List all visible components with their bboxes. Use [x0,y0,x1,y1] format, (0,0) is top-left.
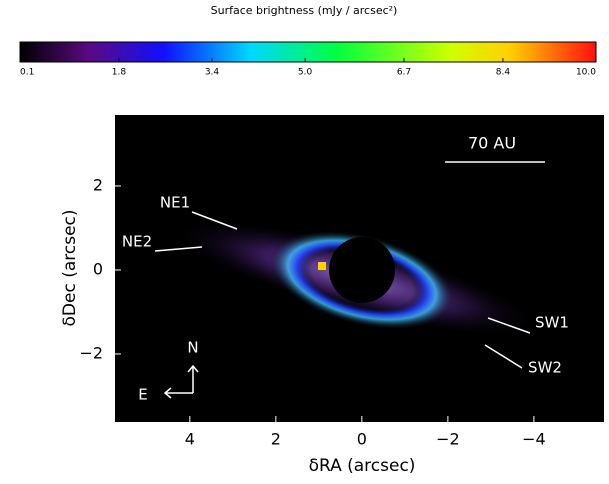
x-tick-label: 0 [357,430,367,449]
colorbar-tick-label: 5.0 [298,68,313,78]
colorbar-tick-label: 3.4 [205,68,220,78]
sw1-label: SW1 [535,314,569,332]
y-tick-label: 2 [93,175,103,194]
pointers [154,211,531,399]
bright-spot [318,262,326,270]
colorbar-tick-label: 0.1 [20,68,34,78]
colorbar-tick-label: 8.4 [496,68,511,78]
colorbar-tick-label: 6.7 [397,68,411,78]
east-label: E [138,386,147,404]
x-tick-label: 4 [185,430,195,449]
sw2-label: SW2 [528,359,562,377]
y-axis-label: δDec (arcsec) [60,209,80,326]
y-tick-label: 0 [93,259,103,278]
colorbar-tick-label: 10.0 [576,68,596,78]
colorbar-tick-label: 1.8 [112,68,127,78]
x-tick-label: 2 [271,430,281,449]
colorbar [19,41,597,63]
north-label: N [187,339,198,357]
ne1-label: NE1 [160,194,190,212]
compass [163,364,199,399]
ne1-pointer [191,211,238,230]
x-tick-label: −2 [436,430,460,449]
ne2-label: NE2 [122,233,152,251]
y-tick-label: −2 [79,343,103,362]
x-axis-label: δRA (arcsec) [309,456,416,476]
ne2-pointer [154,246,203,252]
colorbar-title: Surface brightness (mJy / arcsec²) [211,4,398,17]
x-tick-label: −4 [522,430,546,449]
sw1-pointer [487,317,531,334]
sw2-pointer [484,344,523,369]
mask [329,237,395,303]
scale-label: 70 AU [468,134,516,153]
